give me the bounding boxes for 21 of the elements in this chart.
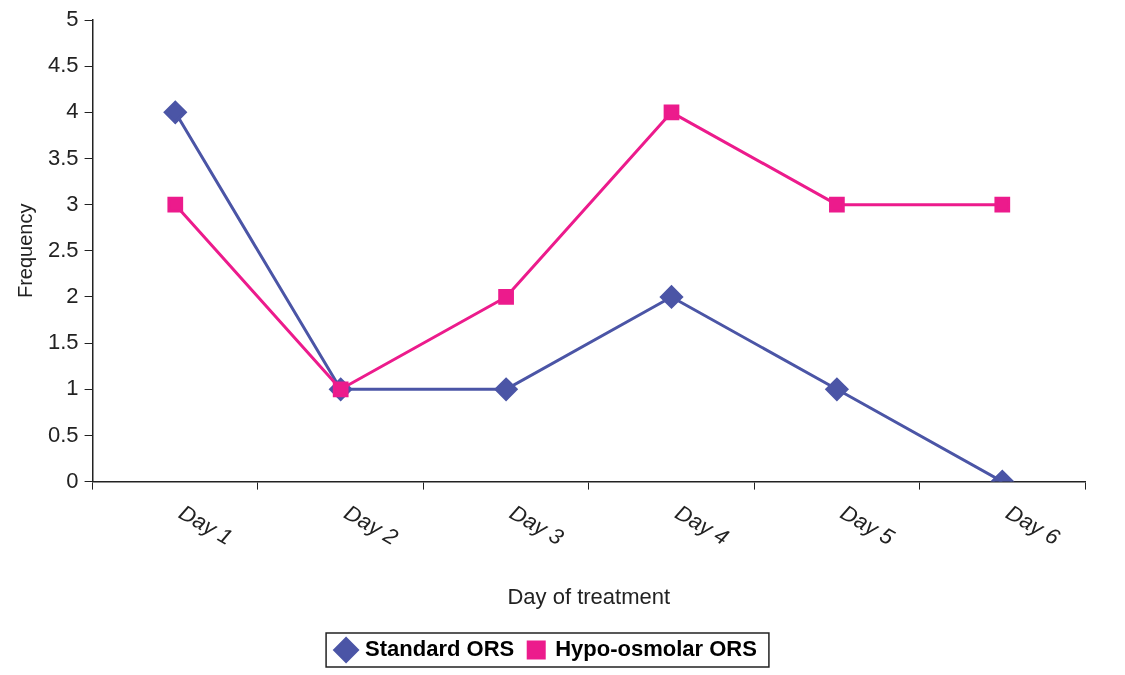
x-tick-label: Day 3	[505, 499, 569, 551]
y-tick-label: 1.5	[47, 329, 79, 355]
x-axis-title: Day of treatment	[507, 583, 671, 609]
y-tick-label: 4	[66, 98, 79, 124]
legend-label: Hypo-osmolar ORS	[555, 636, 757, 662]
y-tick-label: 4.5	[47, 52, 79, 78]
x-tick-label: Day 2	[340, 499, 403, 550]
y-tick-label: 5	[66, 6, 79, 32]
y-tick-label: 2	[66, 283, 79, 309]
x-tick-label: Day 4	[670, 499, 734, 550]
x-tick-label: Day 1	[174, 499, 237, 550]
y-tick-label: 0	[66, 467, 79, 493]
y-tick-label: 3	[66, 190, 79, 216]
y-tick-label: 2.5	[47, 236, 79, 262]
y-axis-title: Frequency	[13, 203, 36, 299]
legend-label: Standard ORS	[365, 636, 515, 662]
y-tick-label: 1	[66, 375, 79, 401]
y-tick-label: 0.5	[47, 421, 79, 447]
x-tick-label: Day 5	[836, 499, 900, 551]
x-tick-label: Day 6	[1001, 499, 1065, 551]
y-tick-label: 3.5	[47, 144, 79, 170]
